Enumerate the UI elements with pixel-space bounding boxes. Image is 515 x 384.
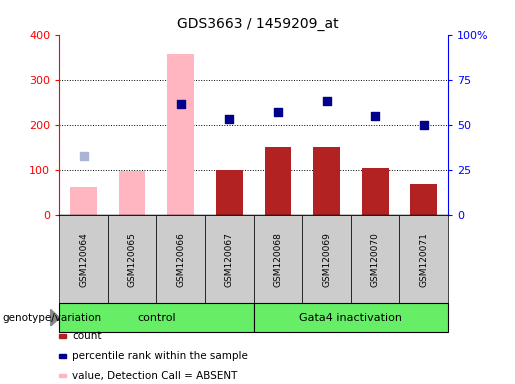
Text: GSM120070: GSM120070 [371, 232, 380, 286]
Text: GSM120064: GSM120064 [79, 232, 88, 286]
Bar [119, 171, 146, 215]
Text: GDS3663 / 1459209_at: GDS3663 / 1459209_at [177, 17, 338, 31]
Bar [362, 168, 388, 215]
Text: percentile rank within the sample: percentile rank within the sample [72, 351, 248, 361]
Point [420, 122, 428, 128]
Text: GSM120071: GSM120071 [419, 232, 428, 286]
Point [322, 98, 331, 104]
Text: GSM120065: GSM120065 [128, 232, 136, 286]
Bar [216, 170, 243, 215]
Bar [410, 184, 437, 215]
Point [79, 153, 88, 159]
Text: GSM120068: GSM120068 [273, 232, 282, 286]
Text: Gata4 inactivation: Gata4 inactivation [299, 313, 402, 323]
Text: value, Detection Call = ABSENT: value, Detection Call = ABSENT [72, 371, 237, 381]
Text: control: control [137, 313, 176, 323]
Point [371, 113, 379, 119]
Bar [265, 147, 291, 215]
Text: genotype/variation: genotype/variation [3, 313, 101, 323]
Polygon shape [50, 310, 60, 326]
Bar [167, 53, 194, 215]
Bar [70, 187, 97, 215]
Point [225, 116, 233, 122]
Text: GSM120066: GSM120066 [176, 232, 185, 286]
Text: GSM120069: GSM120069 [322, 232, 331, 286]
Point [274, 109, 282, 115]
Point [177, 101, 185, 108]
Bar [313, 147, 340, 215]
Text: GSM120067: GSM120067 [225, 232, 234, 286]
Text: count: count [72, 331, 101, 341]
